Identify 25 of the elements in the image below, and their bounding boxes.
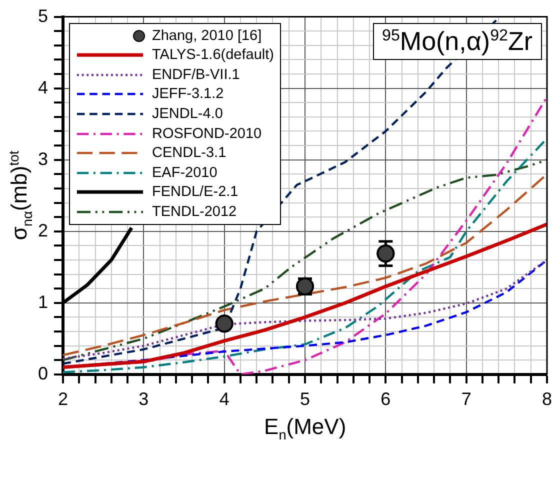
x-tick-label: 7	[461, 389, 472, 410]
x-axis-title: E$_{n}$(MeV)	[264, 414, 346, 443]
legend-label: Zhang, 2010 [16]	[152, 28, 262, 44]
x-tick-label: 6	[380, 389, 391, 410]
y-tick-label: 1	[38, 292, 48, 312]
legend-label: FENDL/E-2.1	[152, 184, 238, 200]
legend-label: ROSFOND-2010	[152, 126, 262, 142]
y-tick-label: 3	[38, 148, 48, 169]
legend-label: EAF-2010	[152, 164, 218, 181]
legend-label: TENDL-2012	[152, 204, 237, 220]
x-tick-label: 3	[138, 389, 149, 410]
x-tick-label: 2	[58, 389, 68, 410]
legend-label: JENDL-4.0	[152, 106, 223, 122]
y-tick-label: 5	[38, 6, 48, 26]
legend-label: TALYS-1.6(default)	[152, 47, 274, 64]
legend-label: CENDL-3.1	[152, 145, 226, 162]
y-tick-label: 2	[38, 220, 48, 240]
y-tick-label: 4	[38, 77, 48, 98]
x-tick-label: 4	[219, 389, 230, 410]
x-tick-label: 5	[300, 389, 310, 410]
legend-label: JEFF-3.1.2	[152, 86, 224, 102]
y-tick-label: 0	[38, 363, 48, 384]
x-tick-label: 8	[542, 389, 552, 410]
annotation: $^{95}$Mo(n,α)$^{92}$Zr	[372, 22, 542, 60]
legend-label: ENDF/B-VII.1	[152, 66, 240, 83]
